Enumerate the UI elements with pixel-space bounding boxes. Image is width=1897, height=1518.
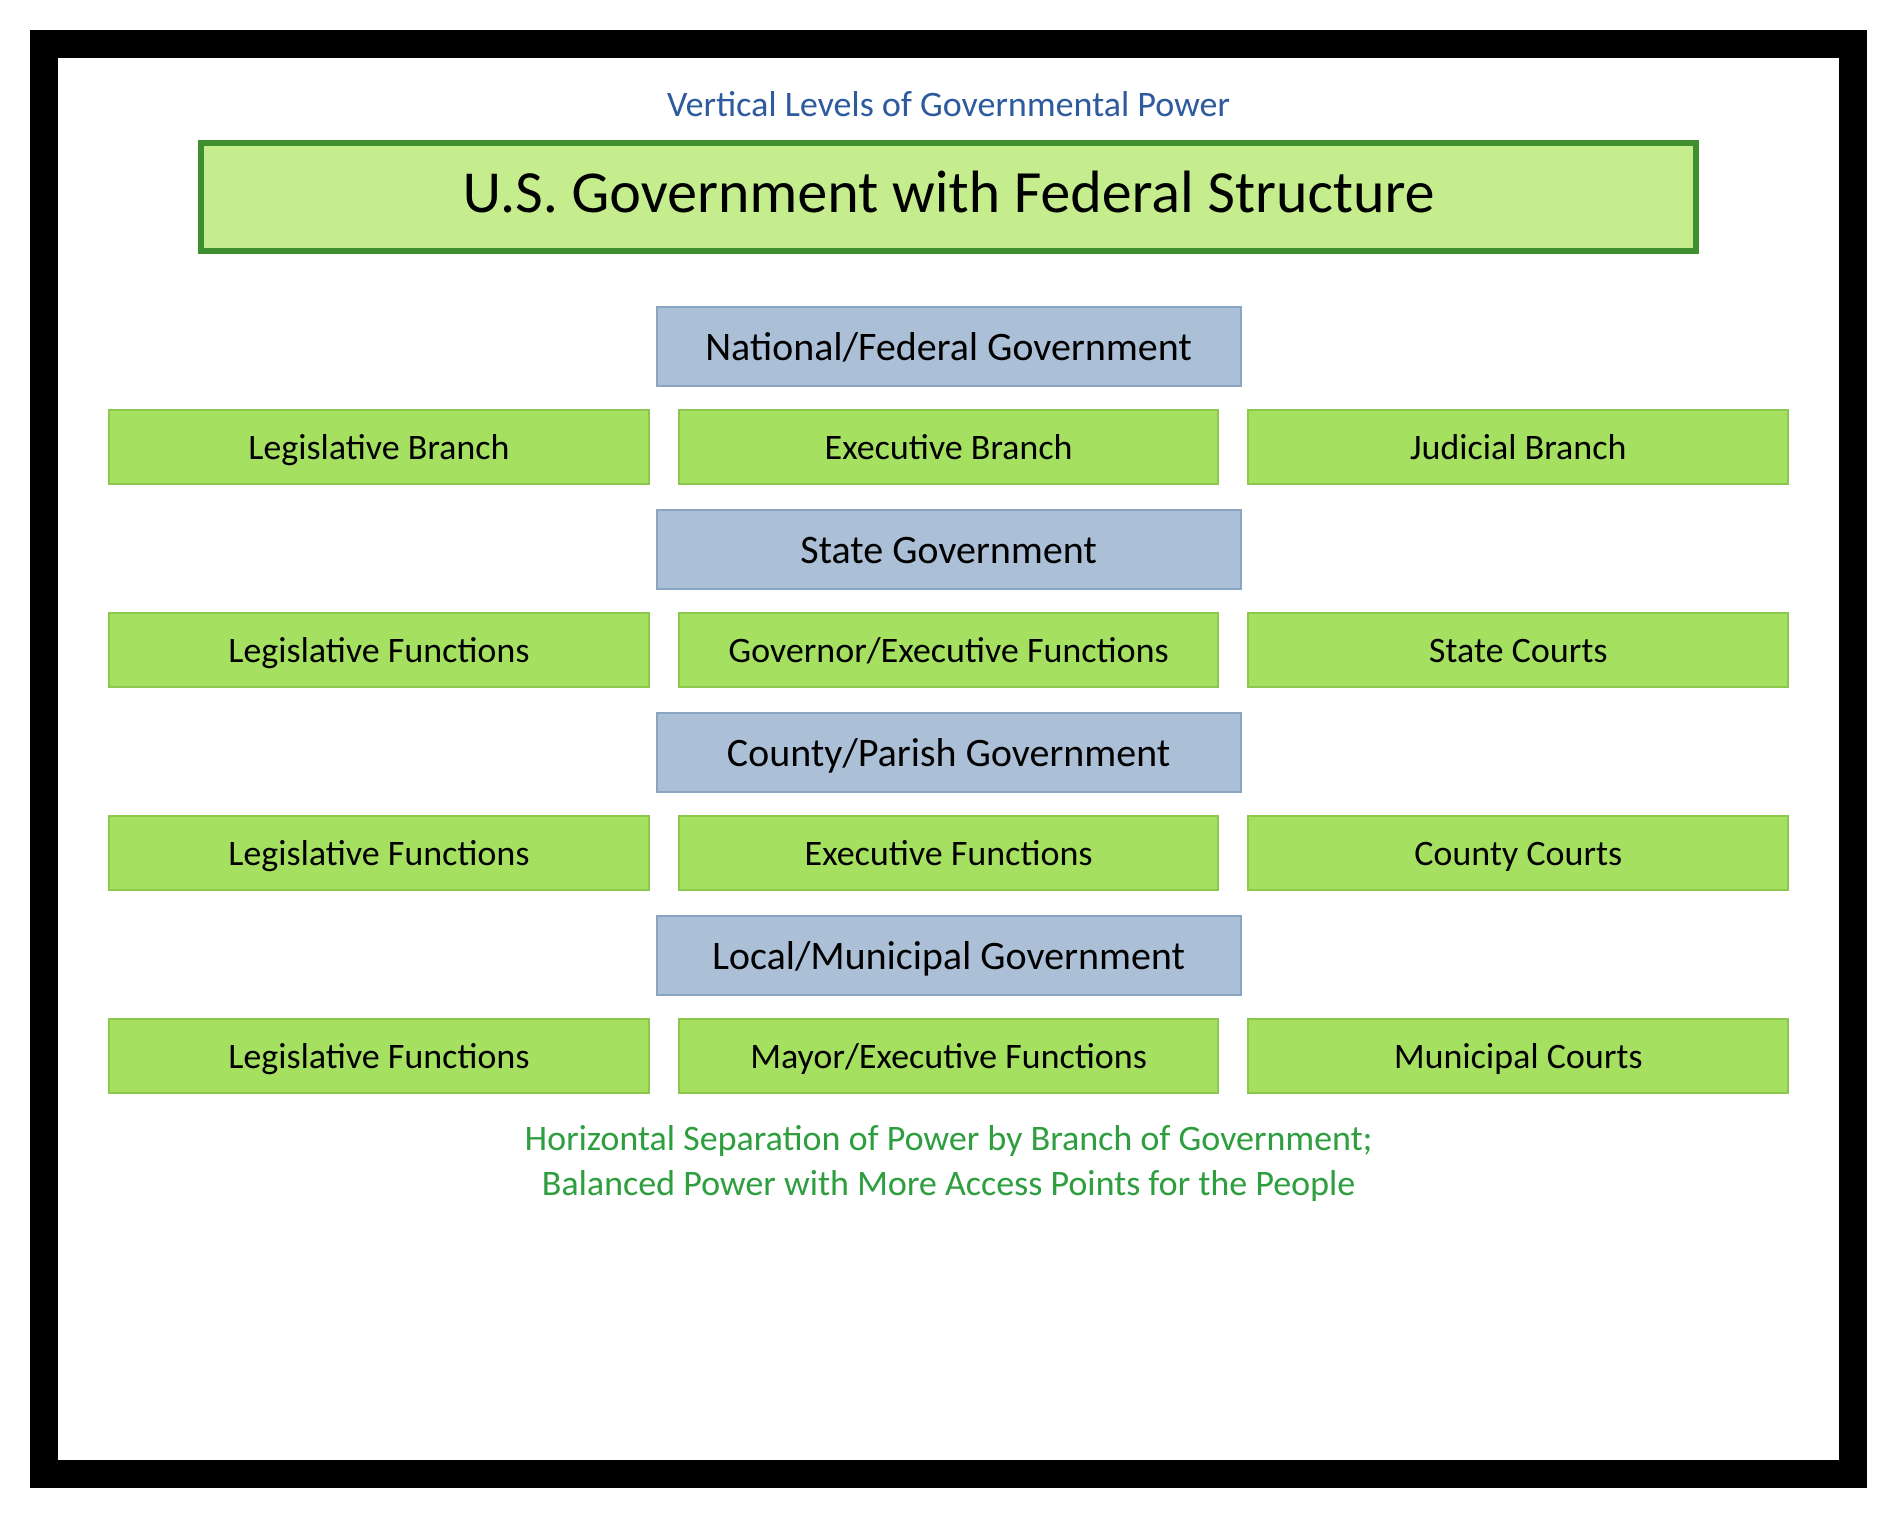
- level-box-local: Local/Municipal Government: [656, 915, 1242, 996]
- branch-row-county: Legislative Functions Executive Function…: [108, 815, 1789, 891]
- branch-executive-county: Executive Functions: [678, 815, 1220, 891]
- rows-container: National/Federal Government Legislative …: [108, 282, 1789, 1094]
- branch-row-local: Legislative Functions Mayor/Executive Fu…: [108, 1018, 1789, 1094]
- branch-judicial-national: Judicial Branch: [1247, 409, 1789, 485]
- level-box-state: State Government: [656, 509, 1242, 590]
- level-row-state: State Government: [108, 509, 1789, 590]
- branch-legislative-local: Legislative Functions: [108, 1018, 650, 1094]
- level-row-local: Local/Municipal Government: [108, 915, 1789, 996]
- branch-judicial-county: County Courts: [1247, 815, 1789, 891]
- top-caption: Vertical Levels of Governmental Power: [108, 82, 1789, 126]
- branch-judicial-state: State Courts: [1247, 612, 1789, 688]
- bottom-caption: Horizontal Separation of Power by Branch…: [108, 1116, 1789, 1206]
- branch-legislative-national: Legislative Branch: [108, 409, 650, 485]
- branch-executive-state: Governor/Executive Functions: [678, 612, 1220, 688]
- level-box-national: National/Federal Government: [656, 306, 1242, 387]
- level-box-county: County/Parish Government: [656, 712, 1242, 793]
- diagram-frame: Vertical Levels of Governmental Power U.…: [30, 30, 1867, 1488]
- branch-executive-national: Executive Branch: [678, 409, 1220, 485]
- level-row-county: County/Parish Government: [108, 712, 1789, 793]
- branch-row-national: Legislative Branch Executive Branch Judi…: [108, 409, 1789, 485]
- level-row-national: National/Federal Government: [108, 306, 1789, 387]
- title-box: U.S. Government with Federal Structure: [198, 140, 1699, 254]
- branch-judicial-local: Municipal Courts: [1247, 1018, 1789, 1094]
- branch-executive-local: Mayor/Executive Functions: [678, 1018, 1220, 1094]
- branch-legislative-state: Legislative Functions: [108, 612, 650, 688]
- branch-legislative-county: Legislative Functions: [108, 815, 650, 891]
- bottom-caption-line1: Horizontal Separation of Power by Branch…: [525, 1116, 1373, 1160]
- bottom-caption-line2: Balanced Power with More Access Points f…: [542, 1161, 1355, 1205]
- branch-row-state: Legislative Functions Governor/Executive…: [108, 612, 1789, 688]
